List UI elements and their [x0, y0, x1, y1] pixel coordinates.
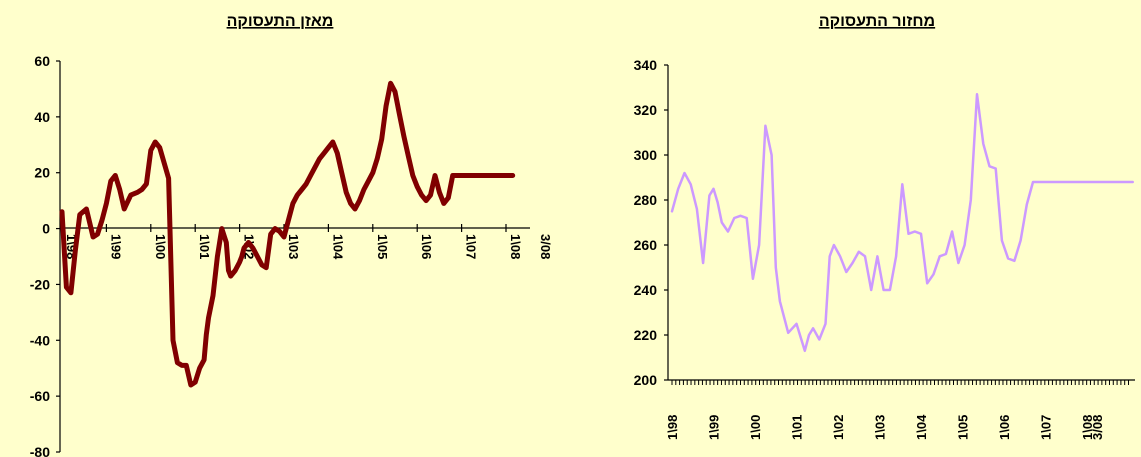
left-x-tick-label: 1\05 — [375, 234, 390, 259]
left-x-tick-label: 1\06 — [419, 234, 434, 259]
right-x-tick-label: 3/08 — [1090, 415, 1105, 440]
right-y-tick-label: 280 — [634, 192, 658, 208]
right-x-tick-label: 1\03 — [873, 415, 888, 440]
left-y-tick-label: -20 — [30, 276, 50, 292]
left-y-tick-label: 40 — [34, 109, 50, 125]
left-x-tick-label: 3/08 — [538, 234, 553, 259]
employment-balance-line — [59, 80, 516, 388]
right-x-tick-label: 1\99 — [707, 415, 722, 440]
left-x-tick-label: 1\04 — [330, 234, 345, 260]
right-y-ticks: 340 320 300 280 260 240 220 200 — [634, 57, 668, 388]
left-y-tick-label: 60 — [34, 53, 50, 69]
right-y-tick-label: 260 — [634, 237, 658, 253]
right-x-tick-label: 1\07 — [1039, 415, 1054, 440]
left-x-tick-label: 1\99 — [108, 234, 123, 259]
right-y-tick-label: 200 — [634, 372, 658, 388]
right-x-tick-label: 1\00 — [748, 415, 763, 440]
right-x-tick-label: 1\08 — [1080, 415, 1095, 440]
left-y-tick-label: -60 — [30, 388, 50, 404]
left-x-tick-label: 1\07 — [464, 234, 479, 259]
left-x-tick-label: 1\08 — [508, 234, 523, 259]
right-x-tick-label: 1\05 — [956, 415, 971, 440]
left-y-tick-label: -80 — [30, 444, 50, 457]
right-y-tick-label: 320 — [634, 102, 658, 118]
left-x-tick-label: 1\00 — [153, 234, 168, 259]
employment-turnover-chart: מחזור התעסוקה 340 320 300 280 260 240 220 200 1… — [634, 13, 1135, 440]
left-x-tick-label: 1\01 — [197, 234, 212, 259]
right-x-tick-label: 1\02 — [831, 415, 846, 440]
right-x-tick-label: 1\04 — [914, 414, 929, 440]
right-y-tick-label: 240 — [634, 282, 658, 298]
left-y-tick-label: -40 — [30, 332, 50, 348]
left-y-tick-label: 0 — [42, 221, 50, 237]
right-x-tick-label: 1\98 — [665, 415, 680, 440]
right-y-tick-label: 340 — [634, 57, 658, 73]
left-x-ticks: 1\98 1\99 1\00 1\01 1\02 1\03 1\04 1\05 1\06 1\07… — [61, 224, 553, 260]
right-x-tick-label: 1\01 — [790, 415, 805, 440]
right-x-ticks: 1\98 1\99 1\00 1\01 1\02 1\03 1\04 1\05 1\06 1\07… — [665, 380, 1129, 440]
left-y-ticks: 60 40 20 0 -20 -40 -60 -80 — [30, 53, 60, 457]
employment-turnover-line — [670, 93, 1134, 353]
right-y-tick-label: 220 — [634, 327, 658, 343]
right-y-tick-label: 300 — [634, 147, 658, 163]
employment-balance-title: מאזן התעסוקה — [227, 13, 334, 30]
employment-turnover-title: מחזור התעסוקה — [819, 13, 935, 30]
left-y-tick-label: 20 — [34, 165, 50, 181]
right-x-tick-label: 1\06 — [997, 415, 1012, 440]
left-x-tick-label: 1\03 — [286, 234, 301, 259]
